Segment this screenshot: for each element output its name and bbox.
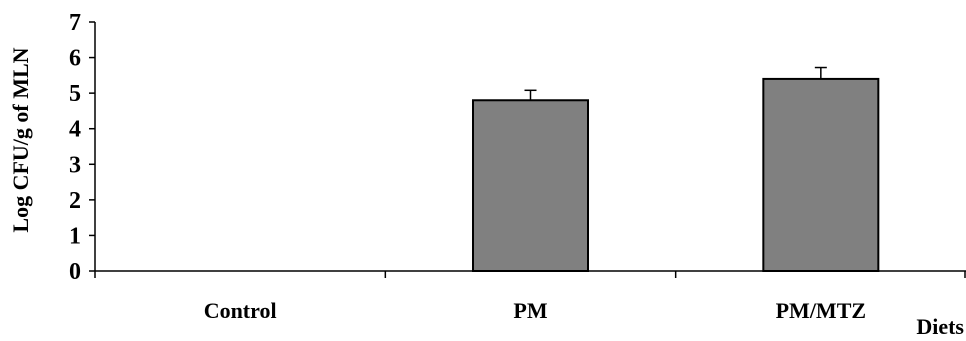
- y-tick-label: 7: [69, 10, 81, 36]
- plot-area: 0 1 2 3 4 5 6 7 Control PM PM/MTZ: [69, 10, 966, 323]
- y-tick-label: 4: [69, 117, 81, 143]
- y-tick-label: 0: [69, 259, 81, 285]
- x-category-label: PM: [513, 298, 547, 323]
- bar-pm: [472, 99, 589, 272]
- y-axis-title: Log CFU/g of MLN: [8, 47, 33, 232]
- x-category-label: Control: [204, 298, 277, 323]
- y-tick-label: 3: [69, 152, 81, 178]
- y-tick-label: 5: [69, 81, 81, 107]
- x-category-label: PM/MTZ: [776, 298, 866, 323]
- y-tick-label: 2: [69, 188, 81, 214]
- x-axis-title: Diets: [916, 314, 964, 339]
- y-tick-label: 6: [69, 46, 81, 72]
- y-tick-label: 1: [69, 223, 81, 249]
- bar-pm-mtz: [762, 77, 880, 272]
